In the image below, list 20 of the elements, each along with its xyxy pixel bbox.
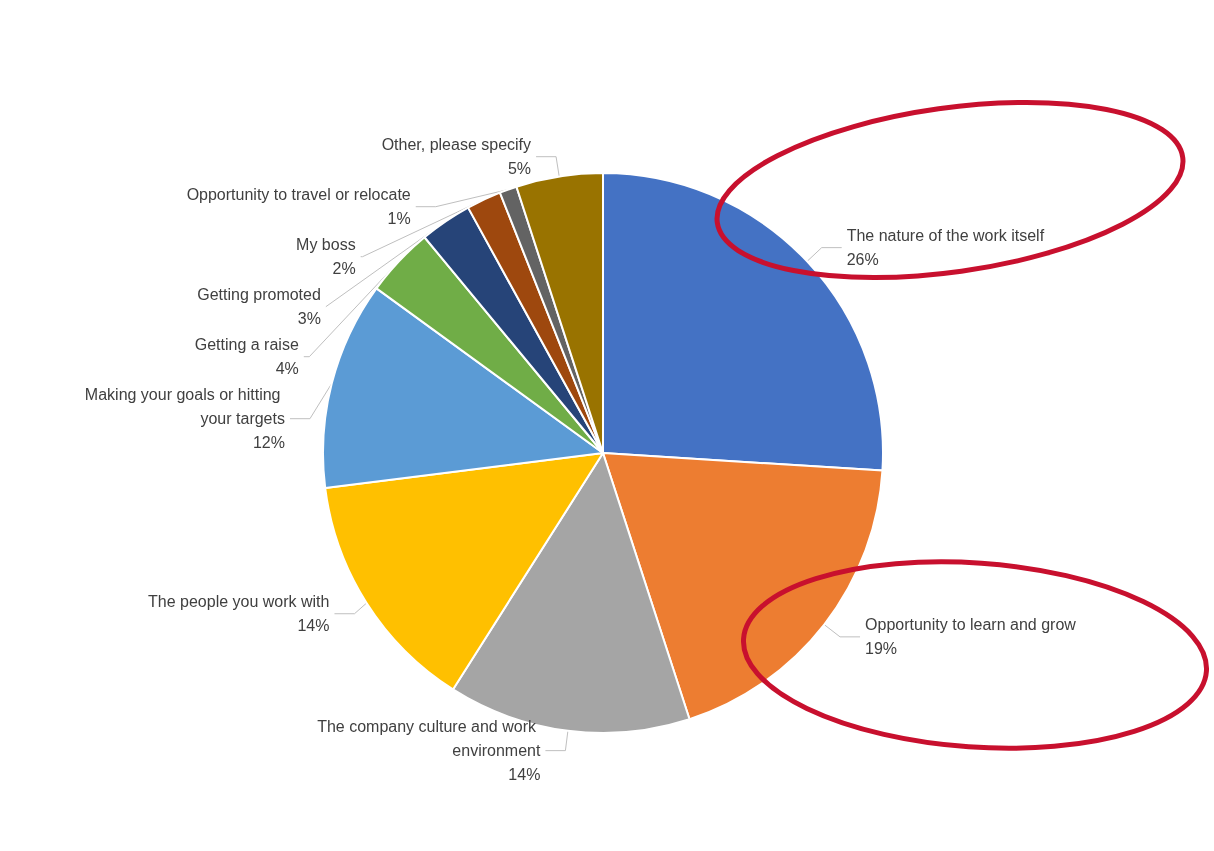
slice-label: Opportunity to learn and grow <box>865 616 1077 634</box>
data-label: 2% <box>332 260 356 278</box>
data-label: 26% <box>846 251 879 269</box>
slice-label: Getting a raise <box>194 336 299 354</box>
slice-label: The nature of the work itself <box>846 227 1045 245</box>
data-label: 14% <box>297 617 330 635</box>
slice-label: My boss <box>296 236 356 254</box>
data-label: 4% <box>275 360 299 378</box>
slice-label: Other, please specify <box>381 136 532 154</box>
data-label: 12% <box>252 434 285 452</box>
data-label: 3% <box>297 310 321 328</box>
slice-label: Getting promoted <box>197 286 321 304</box>
data-label: 19% <box>865 640 898 658</box>
slice-label: Making your goals or hitting your targets <box>84 386 285 428</box>
data-label: 14% <box>508 766 541 784</box>
data-label: 5% <box>507 160 532 178</box>
data-label: 1% <box>387 210 411 228</box>
slice-label: Opportunity to travel or relocate <box>186 186 411 204</box>
slice-label: The company culture and work environment <box>317 718 541 760</box>
slice-label: The people you work with <box>148 593 330 611</box>
